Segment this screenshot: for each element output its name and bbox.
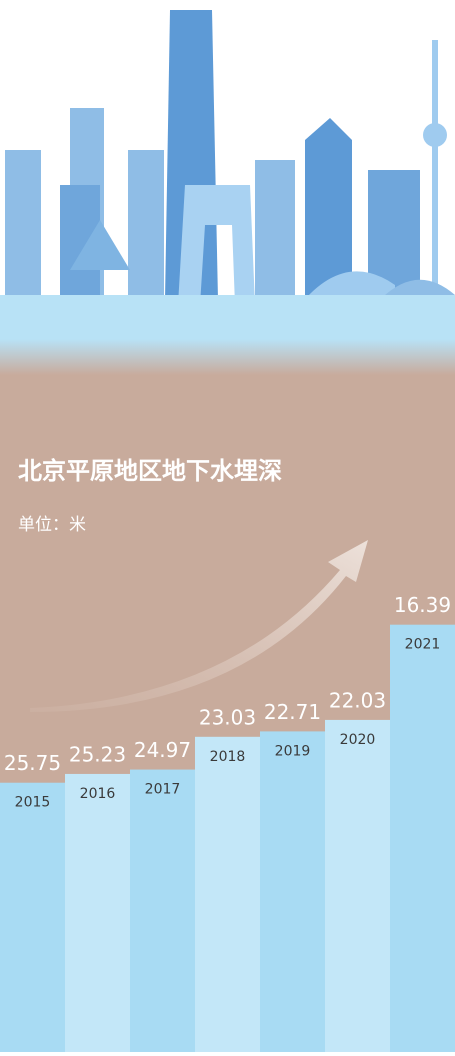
bar bbox=[0, 783, 66, 1052]
ground-band bbox=[0, 295, 455, 375]
x-tick-label: 2018 bbox=[210, 749, 246, 765]
value-label: 22.71 bbox=[264, 700, 321, 724]
value-label: 16.39 bbox=[394, 593, 451, 617]
bar bbox=[325, 720, 391, 1052]
bar bbox=[260, 731, 326, 1052]
value-label: 23.03 bbox=[199, 705, 256, 729]
x-tick-label: 2015 bbox=[15, 795, 51, 811]
bar bbox=[65, 774, 131, 1052]
bar bbox=[390, 625, 455, 1052]
chart-subtitle: 单位：米 bbox=[18, 515, 86, 535]
x-tick-label: 2019 bbox=[275, 743, 311, 759]
x-tick-label: 2020 bbox=[340, 732, 376, 748]
x-tick-label: 2016 bbox=[80, 786, 116, 802]
value-label: 25.75 bbox=[4, 751, 61, 775]
bar bbox=[130, 770, 196, 1052]
value-label: 24.97 bbox=[134, 738, 191, 762]
value-label: 25.23 bbox=[69, 742, 126, 766]
x-tick-label: 2017 bbox=[145, 782, 181, 798]
chart: 北京平原地区地下水埋深 单位：米 25.75 2015 25.23 2016 24.97… bbox=[0, 0, 455, 1052]
page: 北京平原地区地下水埋深 单位：米 25.75 2015 25.23 2016 24.97… bbox=[0, 0, 455, 1052]
bar bbox=[195, 737, 261, 1052]
value-label: 22.03 bbox=[329, 688, 386, 712]
chart-title: 北京平原地区地下水埋深 bbox=[18, 457, 282, 485]
x-tick-label: 2021 bbox=[405, 637, 441, 653]
